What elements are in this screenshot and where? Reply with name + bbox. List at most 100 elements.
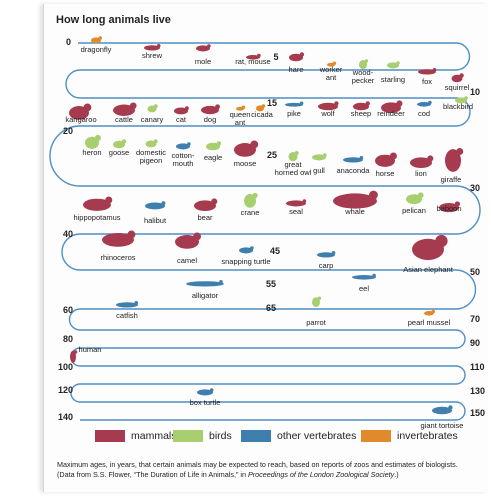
halibut-label: halibut bbox=[144, 216, 167, 225]
eel-icon bbox=[352, 273, 376, 280]
legend-label-mammals: mammals bbox=[131, 430, 177, 442]
track-tick-70: 70 bbox=[470, 314, 480, 324]
sheep-icon bbox=[353, 101, 370, 111]
caption-line-1: Maximum ages, in years, that certain ani… bbox=[57, 460, 458, 469]
pike-label: pike bbox=[287, 109, 301, 118]
snapping-turtle-label: snapping turtle bbox=[221, 257, 270, 266]
legend-item-invertebrates: invertebrates bbox=[361, 428, 458, 444]
pike-icon bbox=[285, 101, 304, 107]
legend-label-other-vertebrates: other vertebrates bbox=[277, 430, 357, 442]
horse-label: horse bbox=[376, 169, 395, 178]
goose-icon bbox=[113, 139, 127, 149]
worker-ant-icon bbox=[327, 61, 337, 67]
dog-label: dog bbox=[204, 115, 217, 124]
crane-label: crane bbox=[241, 208, 260, 217]
wood-pecker-icon bbox=[359, 59, 369, 70]
kangaroo-label: kangaroo bbox=[65, 115, 96, 124]
animal-icons bbox=[69, 36, 468, 415]
baboon-label: baboon bbox=[436, 204, 461, 213]
cotton-mouth-icon bbox=[176, 142, 191, 150]
catfish-icon bbox=[116, 300, 139, 308]
starling-icon bbox=[387, 61, 400, 69]
legend-item-other-vertebrates: other vertebrates bbox=[241, 428, 356, 444]
anaconda-icon bbox=[343, 155, 364, 163]
squirrel-label: squirrel bbox=[445, 83, 470, 92]
giraffe-icon bbox=[445, 147, 464, 172]
mole-label: mole bbox=[195, 57, 211, 66]
caption-end: .) bbox=[394, 469, 399, 479]
human-label: human bbox=[79, 345, 102, 354]
whale-icon bbox=[333, 190, 378, 209]
track-tick-55: 55 bbox=[266, 279, 276, 289]
asian-elephant-label: Asian elephant bbox=[403, 265, 454, 274]
timeline-track bbox=[49, 42, 481, 421]
heron-icon bbox=[85, 134, 101, 149]
shrew-icon bbox=[144, 43, 161, 51]
canary-icon bbox=[147, 104, 158, 113]
legend-item-birds: birds bbox=[173, 428, 232, 444]
moose-icon bbox=[234, 140, 259, 157]
reindeer-icon bbox=[381, 100, 403, 114]
track-tick-5: 5 bbox=[273, 52, 278, 62]
cod-icon bbox=[417, 100, 432, 107]
queen-ant-icon bbox=[236, 105, 246, 111]
rhinoceros-label: rhinoceros bbox=[100, 253, 135, 262]
track-tick-45: 45 bbox=[270, 246, 280, 256]
parrot-icon bbox=[312, 296, 322, 308]
legend-item-mammals: mammals bbox=[95, 428, 177, 444]
eel-label: eel bbox=[359, 284, 369, 293]
snapping-turtle-icon bbox=[239, 246, 254, 254]
cotton-mouth-label: cotton-mouth bbox=[172, 151, 195, 168]
dragonfly-icon bbox=[91, 36, 102, 44]
track-tick-30: 30 bbox=[470, 183, 480, 193]
eagle-icon bbox=[206, 141, 222, 151]
catfish-label: catfish bbox=[116, 311, 138, 320]
mole-icon bbox=[196, 44, 211, 52]
great-horned-owl-label: great horned owl bbox=[275, 160, 312, 177]
bear-icon bbox=[194, 198, 218, 212]
legend-swatch-mammals bbox=[95, 430, 125, 442]
track-tick-90: 90 bbox=[470, 338, 480, 348]
canary-label: canary bbox=[141, 115, 164, 124]
cattle-label: cattle bbox=[115, 115, 133, 124]
dragonfly-label: dragonfly bbox=[81, 45, 112, 54]
blackbird-label: blackbird bbox=[443, 102, 473, 111]
camel-label: camel bbox=[177, 256, 197, 265]
eagle-label: eagle bbox=[204, 153, 222, 162]
animal-labels: dragonfly shrew mole rat, mouse hare worker an… bbox=[65, 45, 473, 430]
bear-label: bear bbox=[197, 213, 213, 222]
cattle-icon bbox=[113, 102, 137, 116]
track-tick-65: 65 bbox=[266, 303, 276, 313]
whale-label: whale bbox=[344, 207, 365, 216]
horse-icon bbox=[375, 152, 397, 167]
alligator-label: alligator bbox=[192, 291, 219, 300]
wolf-label: wolf bbox=[320, 109, 335, 118]
pelican-icon bbox=[406, 192, 424, 205]
track-tick-110: 110 bbox=[470, 362, 485, 372]
legend-label-invertebrates: invertebrates bbox=[397, 430, 458, 442]
hare-icon bbox=[289, 52, 305, 62]
cicada-icon bbox=[256, 104, 266, 112]
domestic-pigeon-icon bbox=[145, 139, 158, 148]
track-tick-100: 100 bbox=[58, 362, 73, 372]
kangaroo-icon bbox=[69, 103, 92, 120]
fox-label: fox bbox=[422, 77, 432, 86]
gull-icon bbox=[312, 153, 327, 161]
box-turtle-label: box turtle bbox=[190, 398, 221, 407]
lion-label: lion bbox=[415, 169, 427, 178]
asian-elephant-icon bbox=[412, 234, 448, 261]
hippopotamus-label: hippopotamus bbox=[73, 213, 120, 222]
baboon-icon bbox=[439, 201, 461, 213]
caption-journal: Proceedings of the London Zoological Soc… bbox=[247, 469, 395, 479]
track-tick-15: 15 bbox=[267, 98, 277, 108]
human-icon bbox=[70, 350, 78, 363]
track-tick-50: 50 bbox=[470, 267, 480, 277]
worker-ant-label: worker ant bbox=[319, 65, 343, 82]
carp-icon bbox=[317, 250, 336, 258]
crane-icon bbox=[244, 192, 258, 208]
seal-label: seal bbox=[289, 207, 303, 216]
cat-icon bbox=[174, 106, 189, 115]
rat-mouse-label: rat, mouse bbox=[235, 57, 270, 66]
legend-swatch-birds bbox=[173, 430, 203, 442]
